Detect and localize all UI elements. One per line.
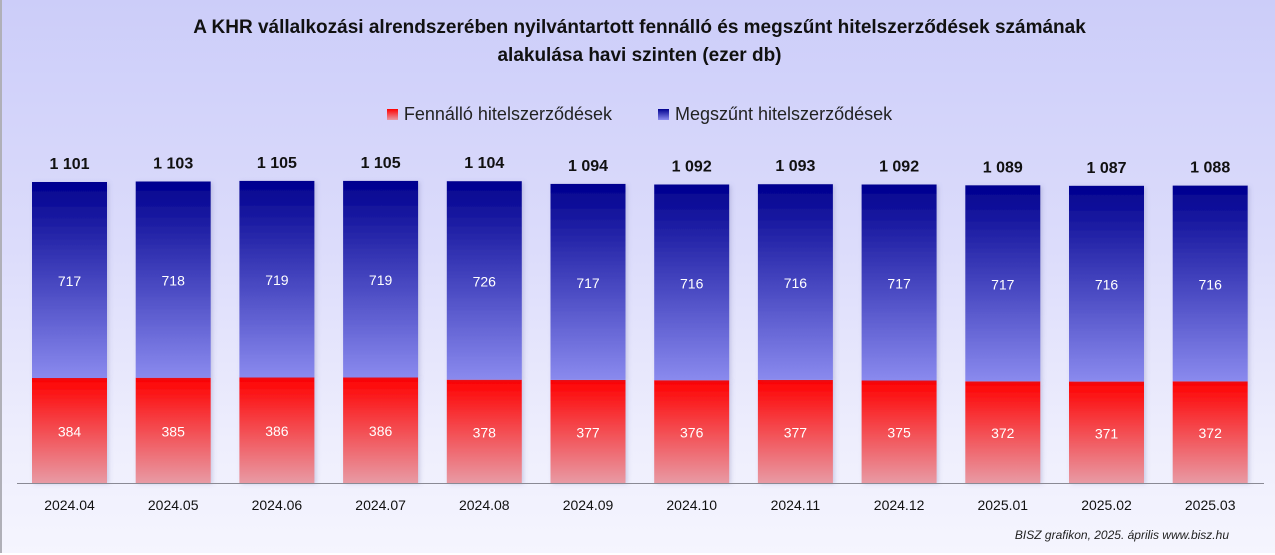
bar-fennallo-2025.01 — [965, 381, 1041, 483]
bar-megszunt-2024.12 — [861, 184, 937, 381]
value-label-megszunt-2024.07: 719 — [369, 272, 393, 288]
value-label-megszunt-2024.11: 716 — [784, 275, 808, 291]
bar-megszunt-2024.07 — [343, 180, 419, 378]
total-label-2024.04: 1 101 — [49, 156, 89, 173]
bars-layer — [32, 180, 1248, 483]
total-label-2024.07: 1 105 — [361, 155, 401, 172]
value-label-megszunt-2024.08: 726 — [473, 273, 497, 289]
x-tick-label-2024.11: 2024.11 — [771, 497, 821, 513]
bar-megszunt-2025.02 — [1069, 185, 1144, 382]
value-label-megszunt-2024.09: 717 — [576, 275, 600, 291]
total-label-2024.11: 1 093 — [775, 158, 815, 175]
bar-megszunt-2025.03 — [1172, 185, 1248, 382]
value-label-megszunt-2024.10: 716 — [680, 275, 704, 291]
x-tick-label-2024.08: 2024.08 — [459, 497, 510, 513]
bar-megszunt-2024.10 — [654, 184, 730, 381]
bar-megszunt-2024.09 — [550, 183, 626, 380]
x-tick-label-2024.10: 2024.10 — [666, 497, 717, 513]
value-label-fennallo-2025.03: 372 — [1199, 425, 1223, 441]
total-label-2024.09: 1 094 — [568, 158, 608, 175]
total-label-2025.02: 1 087 — [1086, 160, 1126, 177]
bar-fennallo-2024.10 — [654, 380, 730, 483]
bar-megszunt-2024.11 — [757, 184, 833, 380]
value-label-fennallo-2024.12: 375 — [887, 425, 911, 441]
x-tick-label-2024.05: 2024.05 — [148, 497, 199, 513]
value-label-megszunt-2025.03: 716 — [1199, 276, 1223, 292]
bar-fennallo-2025.03 — [1172, 381, 1248, 483]
legend-item-fennallo: Fennálló hitelszerződések — [386, 104, 612, 125]
x-tick-label-2024.12: 2024.12 — [874, 497, 925, 513]
x-tick-label-2024.09: 2024.09 — [563, 497, 614, 513]
value-label-fennallo-2024.07: 386 — [369, 423, 393, 439]
bar-megszunt-2024.06 — [239, 180, 315, 378]
labels-layer: 384 717 1 101 2024.04 385 718 1 103 2024.05 386 7… — [44, 155, 1236, 513]
value-label-megszunt-2024.05: 718 — [162, 273, 186, 289]
value-label-fennallo-2024.11: 377 — [784, 425, 808, 441]
x-tick-label-2024.06: 2024.06 — [252, 497, 303, 513]
legend: Fennálló hitelszerződések Megszűnt hitel… — [2, 104, 1275, 125]
bar-megszunt-2024.04 — [32, 182, 107, 378]
bar-megszunt-2024.08 — [446, 181, 522, 380]
total-label-2025.01: 1 089 — [983, 159, 1023, 176]
value-label-fennallo-2024.05: 385 — [162, 423, 186, 439]
value-label-megszunt-2025.01: 717 — [991, 276, 1015, 292]
value-label-megszunt-2024.04: 717 — [58, 273, 82, 289]
x-tick-label-2024.04: 2024.04 — [44, 497, 95, 513]
total-label-2025.03: 1 088 — [1190, 160, 1230, 177]
bar-fennallo-2024.09 — [550, 379, 626, 483]
total-label-2024.10: 1 092 — [672, 159, 712, 176]
source-note: BISZ grafikon, 2025. április www.bisz.hu — [1014, 528, 1229, 542]
bar-fennallo-2024.05 — [135, 377, 211, 483]
chart-title-line-1: A KHR vállalkozási alrendszerében nyilvá… — [193, 17, 1086, 38]
legend-swatch-fennallo — [386, 109, 398, 120]
total-label-2024.08: 1 104 — [464, 155, 504, 172]
value-label-fennallo-2025.01: 372 — [991, 425, 1015, 441]
value-label-fennallo-2025.02: 371 — [1095, 425, 1119, 441]
bar-megszunt-2025.01 — [965, 185, 1041, 382]
x-tick-label-2025.01: 2025.01 — [977, 497, 1028, 513]
chart-title: A KHR vállalkozási alrendszerében nyilvá… — [2, 14, 1275, 70]
bar-fennallo-2024.08 — [446, 379, 522, 483]
chart-title-line-2: alakulása havi szinten (ezer db) — [497, 45, 782, 66]
legend-swatch-megszunt — [658, 109, 669, 120]
bar-megszunt-2024.05 — [135, 181, 211, 378]
x-tick-label-2025.03: 2025.03 — [1185, 497, 1236, 513]
bar-fennallo-2024.06 — [239, 377, 315, 483]
value-label-megszunt-2024.06: 719 — [265, 272, 289, 288]
legend-label-fennallo: Fennálló hitelszerződések — [403, 104, 612, 124]
bar-fennallo-2024.11 — [757, 379, 833, 483]
value-label-fennallo-2024.06: 386 — [265, 423, 289, 439]
legend-item-megszunt: Megszűnt hitelszerződések — [658, 104, 892, 125]
bar-fennallo-2024.04 — [32, 378, 107, 483]
total-label-2024.06: 1 105 — [257, 155, 297, 172]
value-label-fennallo-2024.04: 384 — [58, 424, 82, 440]
value-label-fennallo-2024.09: 377 — [576, 425, 600, 441]
value-label-megszunt-2025.02: 716 — [1095, 277, 1119, 293]
value-label-fennallo-2024.10: 376 — [680, 425, 704, 441]
bar-fennallo-2024.12 — [861, 380, 937, 483]
x-tick-label-2024.07: 2024.07 — [355, 497, 406, 513]
bar-fennallo-2024.07 — [343, 377, 419, 483]
bar-fennallo-2025.02 — [1069, 381, 1144, 483]
x-tick-label-2025.02: 2025.02 — [1081, 497, 1132, 513]
legend-label-megszunt: Megszűnt hitelszerződések — [675, 104, 893, 124]
total-label-2024.05: 1 103 — [153, 156, 193, 173]
value-label-megszunt-2024.12: 717 — [887, 276, 911, 292]
total-label-2024.12: 1 092 — [879, 159, 919, 176]
value-label-fennallo-2024.08: 378 — [473, 424, 497, 440]
